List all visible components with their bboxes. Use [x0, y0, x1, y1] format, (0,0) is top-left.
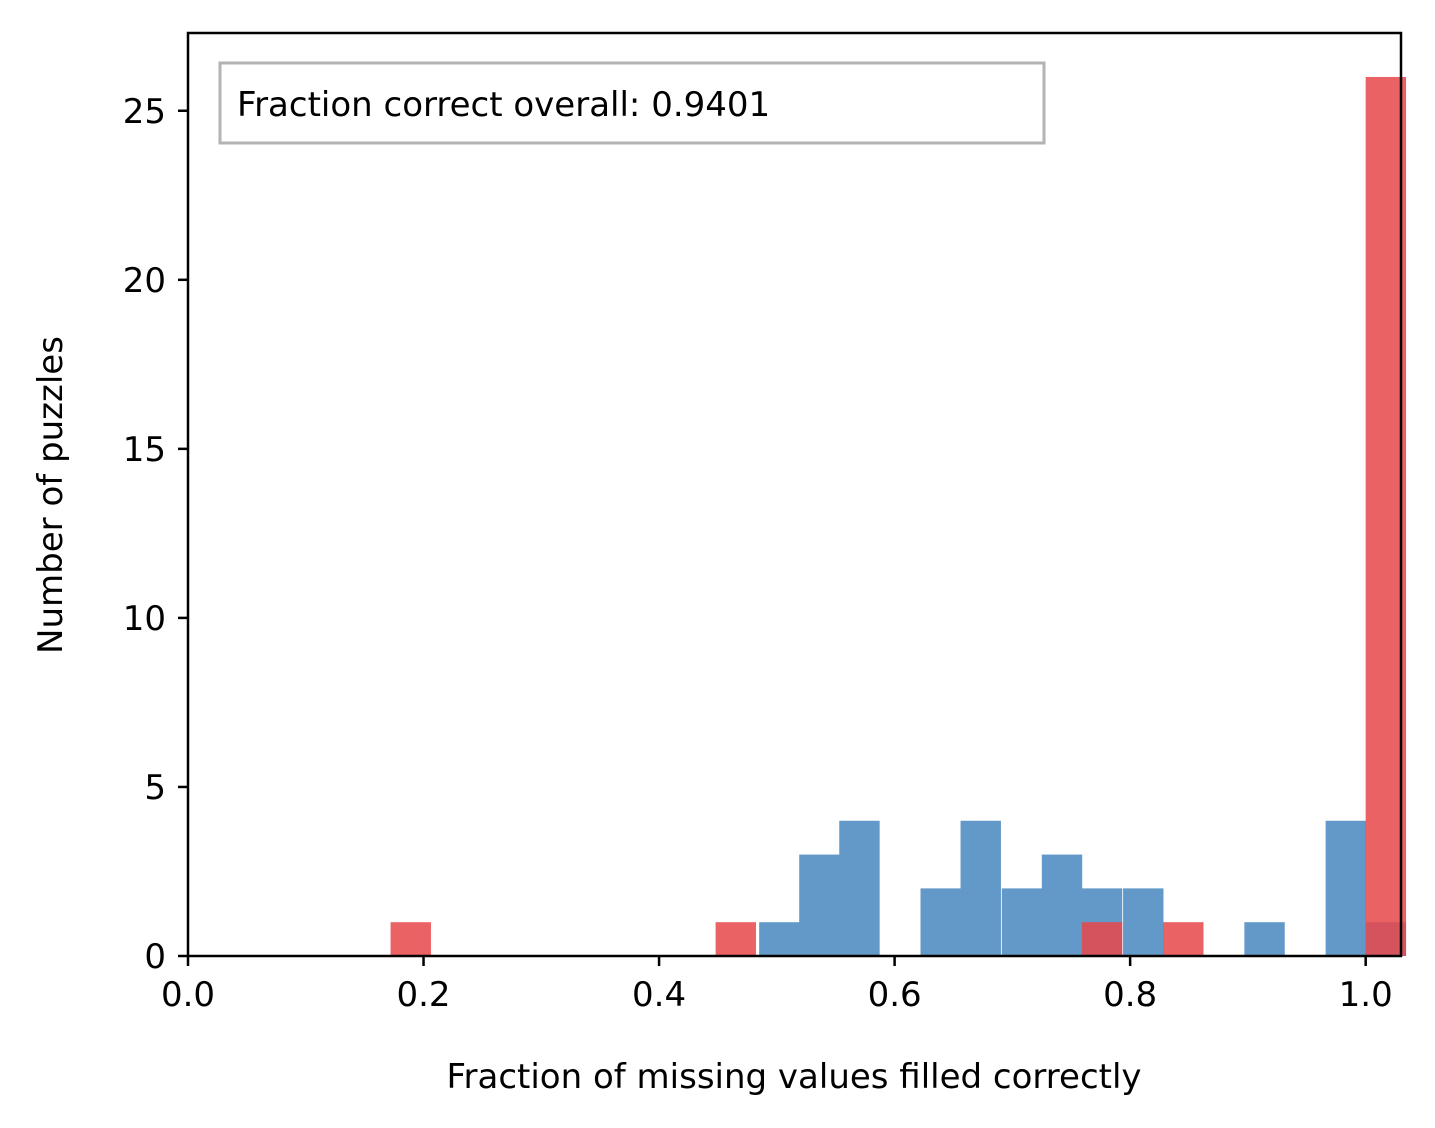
bar-series0-bin5	[1001, 888, 1043, 956]
bar-series0-bin9	[1244, 922, 1285, 956]
y-tick-label: 15	[123, 430, 166, 470]
x-tick-label: 0.0	[161, 975, 215, 1015]
y-tick-label: 0	[144, 937, 166, 977]
bar-series0-bin6	[1041, 854, 1083, 956]
x-tick-label: 1.0	[1339, 975, 1393, 1015]
annotation-frame	[218, 61, 1046, 145]
y-tick-label: 10	[123, 599, 166, 639]
y-axis-label: Number of puzzles	[31, 336, 71, 654]
bar-series1-bin0	[390, 922, 431, 956]
annotation-box: Fraction correct overall: 0.9401	[218, 61, 1046, 145]
x-tick-label: 0.6	[868, 975, 922, 1015]
x-axis-label: Fraction of missing values filled correc…	[446, 1057, 1141, 1097]
plot-frame	[186, 31, 1403, 958]
y-tick-label: 25	[123, 92, 166, 132]
bar-series0-bin0	[759, 922, 800, 956]
bars-layer	[390, 76, 1407, 956]
bar-series0-bin3	[920, 888, 961, 956]
bar-series1-bin1	[715, 922, 756, 956]
bar-series0-bin4	[960, 820, 1001, 956]
bar-series1-bin2	[1081, 922, 1123, 956]
bar-series1-bin3	[1163, 922, 1204, 956]
bar-series0-bin8	[1123, 888, 1164, 956]
bar-series1-bin4	[1365, 76, 1407, 956]
y-tick-label: 5	[144, 768, 166, 808]
y-tick-label: 20	[123, 261, 166, 301]
axes-layer: 0.0 0.2 0.4 0.6 0.8 1.0 0 5 10 15 20 25	[123, 31, 1403, 1015]
annotation-text: Fraction correct overall: 0.9401	[237, 85, 770, 125]
bar-series0-bin2	[839, 820, 880, 956]
x-tick-label: 0.4	[632, 975, 686, 1015]
bar-series0-bin10	[1325, 820, 1367, 956]
x-tick-label: 0.8	[1103, 975, 1157, 1015]
bar-series0-bin1	[799, 854, 840, 956]
x-tick-label: 0.2	[396, 975, 450, 1015]
